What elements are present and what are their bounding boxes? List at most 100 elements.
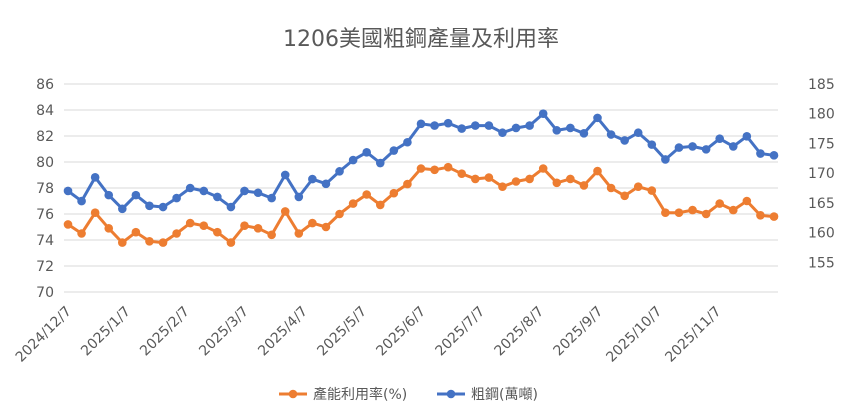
right-tick-label: 165 — [808, 196, 835, 212]
series-1-point — [131, 227, 141, 237]
series-2-point — [633, 128, 643, 138]
series-2-point — [538, 109, 548, 119]
series-1-point — [145, 237, 154, 246]
left-tick-label: 70 — [36, 285, 54, 301]
legend-label-2: 粗鋼(萬噸) — [471, 387, 538, 403]
series-2-point — [701, 145, 711, 154]
x-tick-label: 2025/5/7 — [314, 304, 370, 360]
series-2-point — [769, 151, 779, 160]
series-1-point — [769, 212, 779, 221]
series-1-point — [593, 166, 602, 176]
series-1-point — [756, 211, 765, 220]
left-axis-ticks: 70 72 74 76 78 80 82 84 86 — [36, 77, 54, 301]
series-1-point — [213, 227, 222, 237]
x-tick-label: 2025/3/7 — [196, 304, 252, 360]
series-1-point — [280, 207, 290, 216]
series-2-point — [742, 131, 752, 141]
series-2-point — [661, 155, 670, 164]
left-tick-label: 72 — [36, 259, 54, 275]
x-tick-label: 2025/9/7 — [551, 304, 607, 360]
series-2-point — [145, 201, 154, 211]
series-1-point — [118, 238, 127, 247]
series-1-point — [90, 208, 100, 217]
series-1-point — [185, 218, 195, 228]
x-axis-ticks: 2024/12/7 2025/1/7 2025/2/7 2025/3/7 2025/4/… — [13, 304, 725, 366]
series-1-point — [457, 169, 467, 178]
legend-label-1: 產能利用率(%) — [313, 386, 407, 403]
series-1-point — [416, 164, 426, 173]
series-2-point — [620, 136, 629, 145]
series-1-point — [511, 177, 521, 186]
series-layer — [63, 109, 779, 247]
series-2-point — [647, 140, 657, 149]
x-tick-label: 2025/10/7 — [603, 304, 665, 366]
left-tick-label: 78 — [36, 181, 54, 197]
series-1-point — [715, 199, 724, 208]
series-2-point — [430, 121, 439, 130]
series-1-point — [742, 196, 752, 206]
right-tick-label: 185 — [808, 77, 835, 93]
series-2-point — [484, 121, 494, 130]
series-2-point — [104, 190, 114, 200]
series-1-point — [63, 220, 73, 229]
right-tick-label: 175 — [808, 136, 835, 152]
x-tick-label: 2025/2/7 — [137, 304, 193, 360]
series-2-point — [199, 186, 209, 196]
series-1-point — [701, 209, 711, 219]
right-tick-label: 160 — [808, 226, 835, 242]
series-1-point — [172, 229, 181, 238]
series-2-point — [118, 204, 127, 214]
legend-marker-1 — [288, 389, 298, 399]
left-tick-label: 80 — [36, 155, 54, 171]
series-2-point — [158, 202, 168, 212]
series-2-point — [511, 123, 521, 133]
series-1-point — [253, 224, 263, 233]
legend: 產能利用率(%) 粗鋼(萬噸) — [279, 386, 538, 403]
series-2-point — [756, 149, 765, 158]
x-tick-label: 2025/4/7 — [255, 304, 311, 360]
series-2-point — [674, 143, 684, 152]
series-1-point — [77, 229, 86, 238]
series-2-point — [593, 113, 602, 123]
series-1-point — [566, 174, 575, 184]
series-1-point — [375, 200, 385, 210]
x-tick-label: 2025/6/7 — [373, 304, 429, 360]
series-1-point — [579, 181, 589, 190]
series-1-point — [538, 164, 548, 173]
series-2-point — [253, 188, 263, 198]
series-1-point — [484, 173, 494, 182]
series-2-point — [457, 124, 467, 133]
legend-marker-2 — [446, 389, 456, 399]
series-2-point — [566, 123, 575, 133]
series-1-point — [430, 165, 439, 175]
series-1-point — [525, 174, 534, 184]
series-1-point — [199, 221, 209, 230]
series-2-point — [63, 186, 73, 196]
series-2-point — [403, 137, 412, 147]
series-1-point — [498, 182, 507, 191]
series-1-point — [389, 188, 399, 198]
series-1-point — [728, 205, 738, 215]
series-2-point — [389, 146, 399, 155]
right-tick-label: 155 — [808, 255, 835, 271]
right-axis-ticks: 155 160 165 170 175 180 185 — [808, 77, 835, 271]
series-2-point — [375, 158, 385, 168]
series-2-point — [213, 192, 222, 202]
series-2-point — [443, 118, 453, 128]
series-1-point — [267, 230, 276, 240]
right-tick-label: 170 — [808, 166, 835, 182]
x-tick-label: 2025/11/7 — [662, 304, 724, 366]
series-2-point — [90, 173, 100, 182]
series-2-point — [308, 174, 317, 184]
chart-title: 1206美國粗鋼產量及利用率 — [283, 27, 559, 52]
gridlines — [64, 83, 778, 293]
series-2-point — [240, 186, 249, 196]
left-tick-label: 82 — [36, 129, 54, 145]
series-1-point — [226, 238, 236, 247]
series-2-point — [267, 193, 276, 203]
series-1-point — [104, 224, 114, 233]
series-1-point — [321, 222, 331, 232]
series-2-point — [498, 128, 507, 138]
